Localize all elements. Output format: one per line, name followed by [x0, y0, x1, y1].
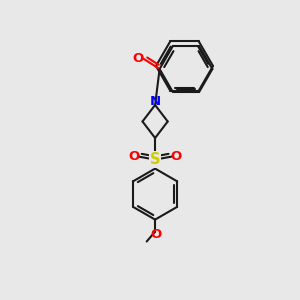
Text: O: O — [171, 150, 182, 163]
Text: O: O — [132, 52, 143, 65]
Text: N: N — [149, 95, 161, 108]
Text: S: S — [150, 152, 160, 167]
Text: O: O — [150, 227, 161, 241]
Text: O: O — [128, 150, 140, 163]
